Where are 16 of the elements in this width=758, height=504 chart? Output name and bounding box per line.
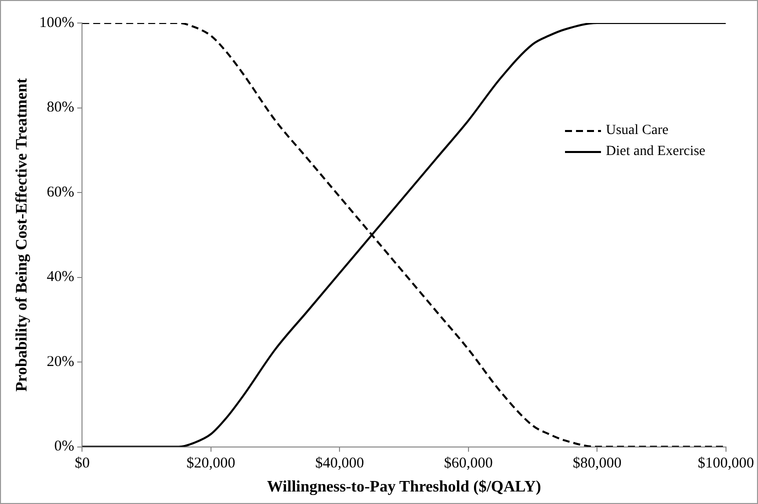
legend-label: Diet and Exercise (606, 144, 706, 160)
y-tick-label: 60% (46, 184, 74, 200)
x-tick-label: $0 (74, 456, 90, 472)
y-tick-label: 20% (46, 354, 74, 370)
x-tick-label: $100,000 (698, 456, 754, 472)
y-axis-title: Probability of Being Cost-Effective Treatment (14, 78, 31, 392)
x-tick-label: $60,000 (444, 456, 493, 472)
legend-label: Usual Care (606, 122, 668, 139)
y-tick-label: 40% (46, 269, 74, 286)
x-tick-label: $80,000 (572, 456, 622, 472)
y-tick-label: 80% (46, 100, 74, 116)
x-tick-label: $40,000 (315, 456, 364, 472)
y-tick-label: 100% (39, 14, 74, 31)
x-tick-label: $20,000 (186, 456, 236, 472)
x-axis-title: Willingness-to-Pay Threshold ($/QALY) (266, 478, 542, 496)
y-tick-label: 0% (54, 438, 74, 455)
